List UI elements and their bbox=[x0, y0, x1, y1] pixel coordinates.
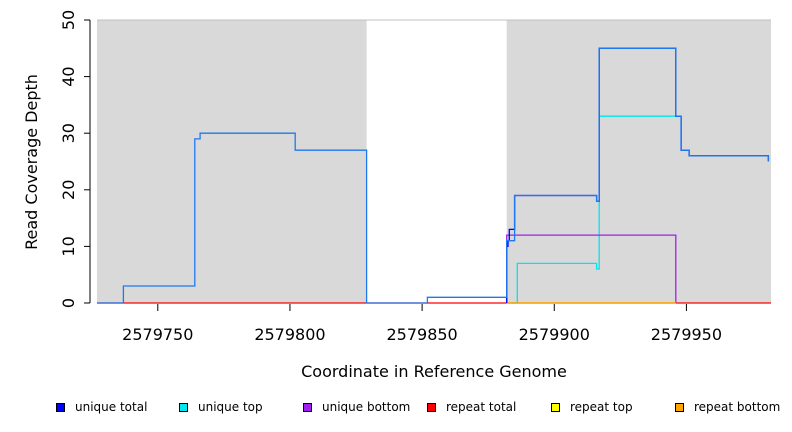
y-tick-label-30: 30 bbox=[59, 123, 78, 143]
x-tick-label-2579800: 2579800 bbox=[254, 325, 325, 344]
legend: unique total unique top unique bottom re… bbox=[0, 400, 792, 418]
y-tick-label-0: 0 bbox=[59, 298, 78, 308]
y-tick-label-50: 50 bbox=[59, 10, 78, 30]
y-tick-label-10: 10 bbox=[59, 236, 78, 256]
x-tick-label-2579750: 2579750 bbox=[122, 325, 193, 344]
x-tick-label-2579850: 2579850 bbox=[386, 325, 457, 344]
series-lines bbox=[97, 47, 771, 304]
x-axis-ticks: 2579750 2579800 2579850 2579900 2579950 bbox=[122, 304, 722, 344]
legend-item-repeat-total: repeat total bbox=[427, 400, 516, 414]
x-tick-label-2579900: 2579900 bbox=[519, 325, 590, 344]
legend-swatch-unique-bottom bbox=[303, 402, 312, 412]
shaded-regions bbox=[97, 19, 771, 303]
legend-label-unique-total: unique total bbox=[75, 400, 148, 414]
legend-label-repeat-top: repeat top bbox=[570, 400, 633, 414]
legend-label-repeat-bottom: repeat bottom bbox=[694, 400, 781, 414]
y-axis-ticks: 0 10 20 30 40 50 bbox=[59, 10, 90, 308]
y-tick-label-20: 20 bbox=[59, 180, 78, 200]
y-axis-title: Read Coverage Depth bbox=[22, 74, 41, 250]
legend-swatch-unique-total bbox=[56, 402, 65, 412]
x-axis-title: Coordinate in Reference Genome bbox=[301, 362, 567, 381]
legend-swatch-repeat-top bbox=[551, 402, 560, 412]
legend-swatch-repeat-bottom bbox=[675, 402, 684, 412]
coverage-chart: 0 10 20 30 40 50 2579750 2579800 2579850 2579900… bbox=[22, 10, 771, 381]
shaded-region-2 bbox=[506, 20, 771, 303]
legend-item-unique-total: unique total bbox=[56, 400, 147, 414]
shaded-region-1 bbox=[97, 20, 367, 303]
series-line-combined-coverage bbox=[97, 47, 770, 304]
legend-label-unique-bottom: unique bottom bbox=[322, 400, 411, 414]
legend-item-repeat-bottom: repeat bottom bbox=[675, 400, 780, 414]
y-tick-label-40: 40 bbox=[59, 66, 78, 86]
legend-item-unique-bottom: unique bottom bbox=[303, 400, 410, 414]
legend-label-unique-top: unique top bbox=[198, 400, 263, 414]
legend-swatch-repeat-total bbox=[427, 402, 436, 412]
x-tick-label-2579950: 2579950 bbox=[651, 325, 722, 344]
legend-label-repeat-total: repeat total bbox=[446, 400, 517, 414]
legend-item-repeat-top: repeat top bbox=[551, 400, 633, 414]
legend-swatch-unique-top bbox=[179, 402, 188, 412]
legend-item-unique-top: unique top bbox=[179, 400, 263, 414]
